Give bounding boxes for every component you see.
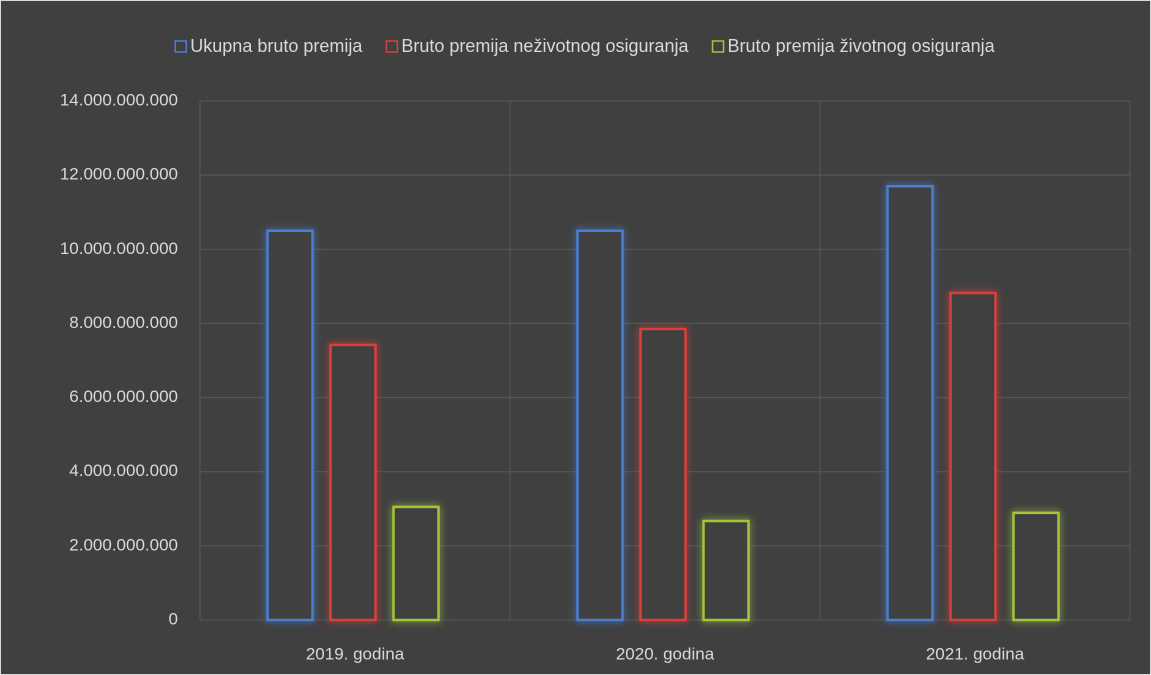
legend-label: Ukupna bruto premija (190, 36, 363, 56)
bar (702, 519, 750, 622)
y-tick-label: 0 (169, 609, 178, 628)
bar (639, 327, 687, 622)
bar (329, 343, 377, 622)
legend-swatch (174, 40, 188, 53)
legend-swatch (711, 40, 725, 53)
bar (576, 229, 624, 622)
legend-label: Bruto premija životnog osiguranja (728, 36, 996, 56)
x-tick-label: 2020. godina (616, 644, 715, 663)
legend-label: Bruto premija neživotnog osiguranja (401, 36, 689, 56)
y-tick-label: 2.000.000.000 (69, 535, 178, 554)
legend-swatch (385, 40, 399, 53)
y-tick-label: 8.000.000.000 (69, 313, 178, 332)
bar (266, 229, 314, 622)
y-tick-label: 12.000.000.000 (60, 165, 178, 184)
y-tick-label: 6.000.000.000 (69, 387, 178, 406)
x-tick-label: 2021. godina (926, 644, 1025, 663)
y-tick-label: 4.000.000.000 (69, 461, 178, 480)
y-tick-label: 10.000.000.000 (60, 239, 178, 258)
x-tick-label: 2019. godina (306, 644, 405, 663)
bar (886, 185, 934, 622)
bar (392, 505, 440, 622)
y-tick-label: 14.000.000.000 (60, 90, 178, 109)
bar (1012, 511, 1060, 622)
bar (949, 291, 997, 622)
